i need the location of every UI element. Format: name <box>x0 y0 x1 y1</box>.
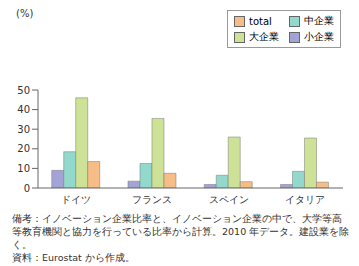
html-text:小企業: 小企業 <box>304 31 334 42</box>
svg-text:フランス: フランス <box>132 194 172 205</box>
svg-text:ドイツ: ドイツ <box>61 194 91 205</box>
svg-text:20: 20 <box>17 143 30 154</box>
html-text:中企業: 中企業 <box>304 15 334 26</box>
svg-text:50: 50 <box>17 85 30 96</box>
svg-text:10: 10 <box>17 163 30 174</box>
svg-text:イタリア: イタリア <box>285 194 325 205</box>
html-text:大企業: 大企業 <box>249 31 279 42</box>
svg-text:0: 0 <box>24 183 30 194</box>
html-text:備考：イノベーション企業比率と、イノベーション企業の中で、大: 備考：イノベーション企業比率と、イノベーション企業の中で、大学等高等教育機関と協… <box>12 213 350 250</box>
html-text:資料：Eurostat から作成。: 資料：Eurostat から作成。 <box>12 252 135 263</box>
svg-text:40: 40 <box>17 104 30 115</box>
html-text:total: total <box>249 15 272 27</box>
svg-text:スペイン: スペイン <box>209 194 249 205</box>
svg-text:30: 30 <box>17 124 30 135</box>
